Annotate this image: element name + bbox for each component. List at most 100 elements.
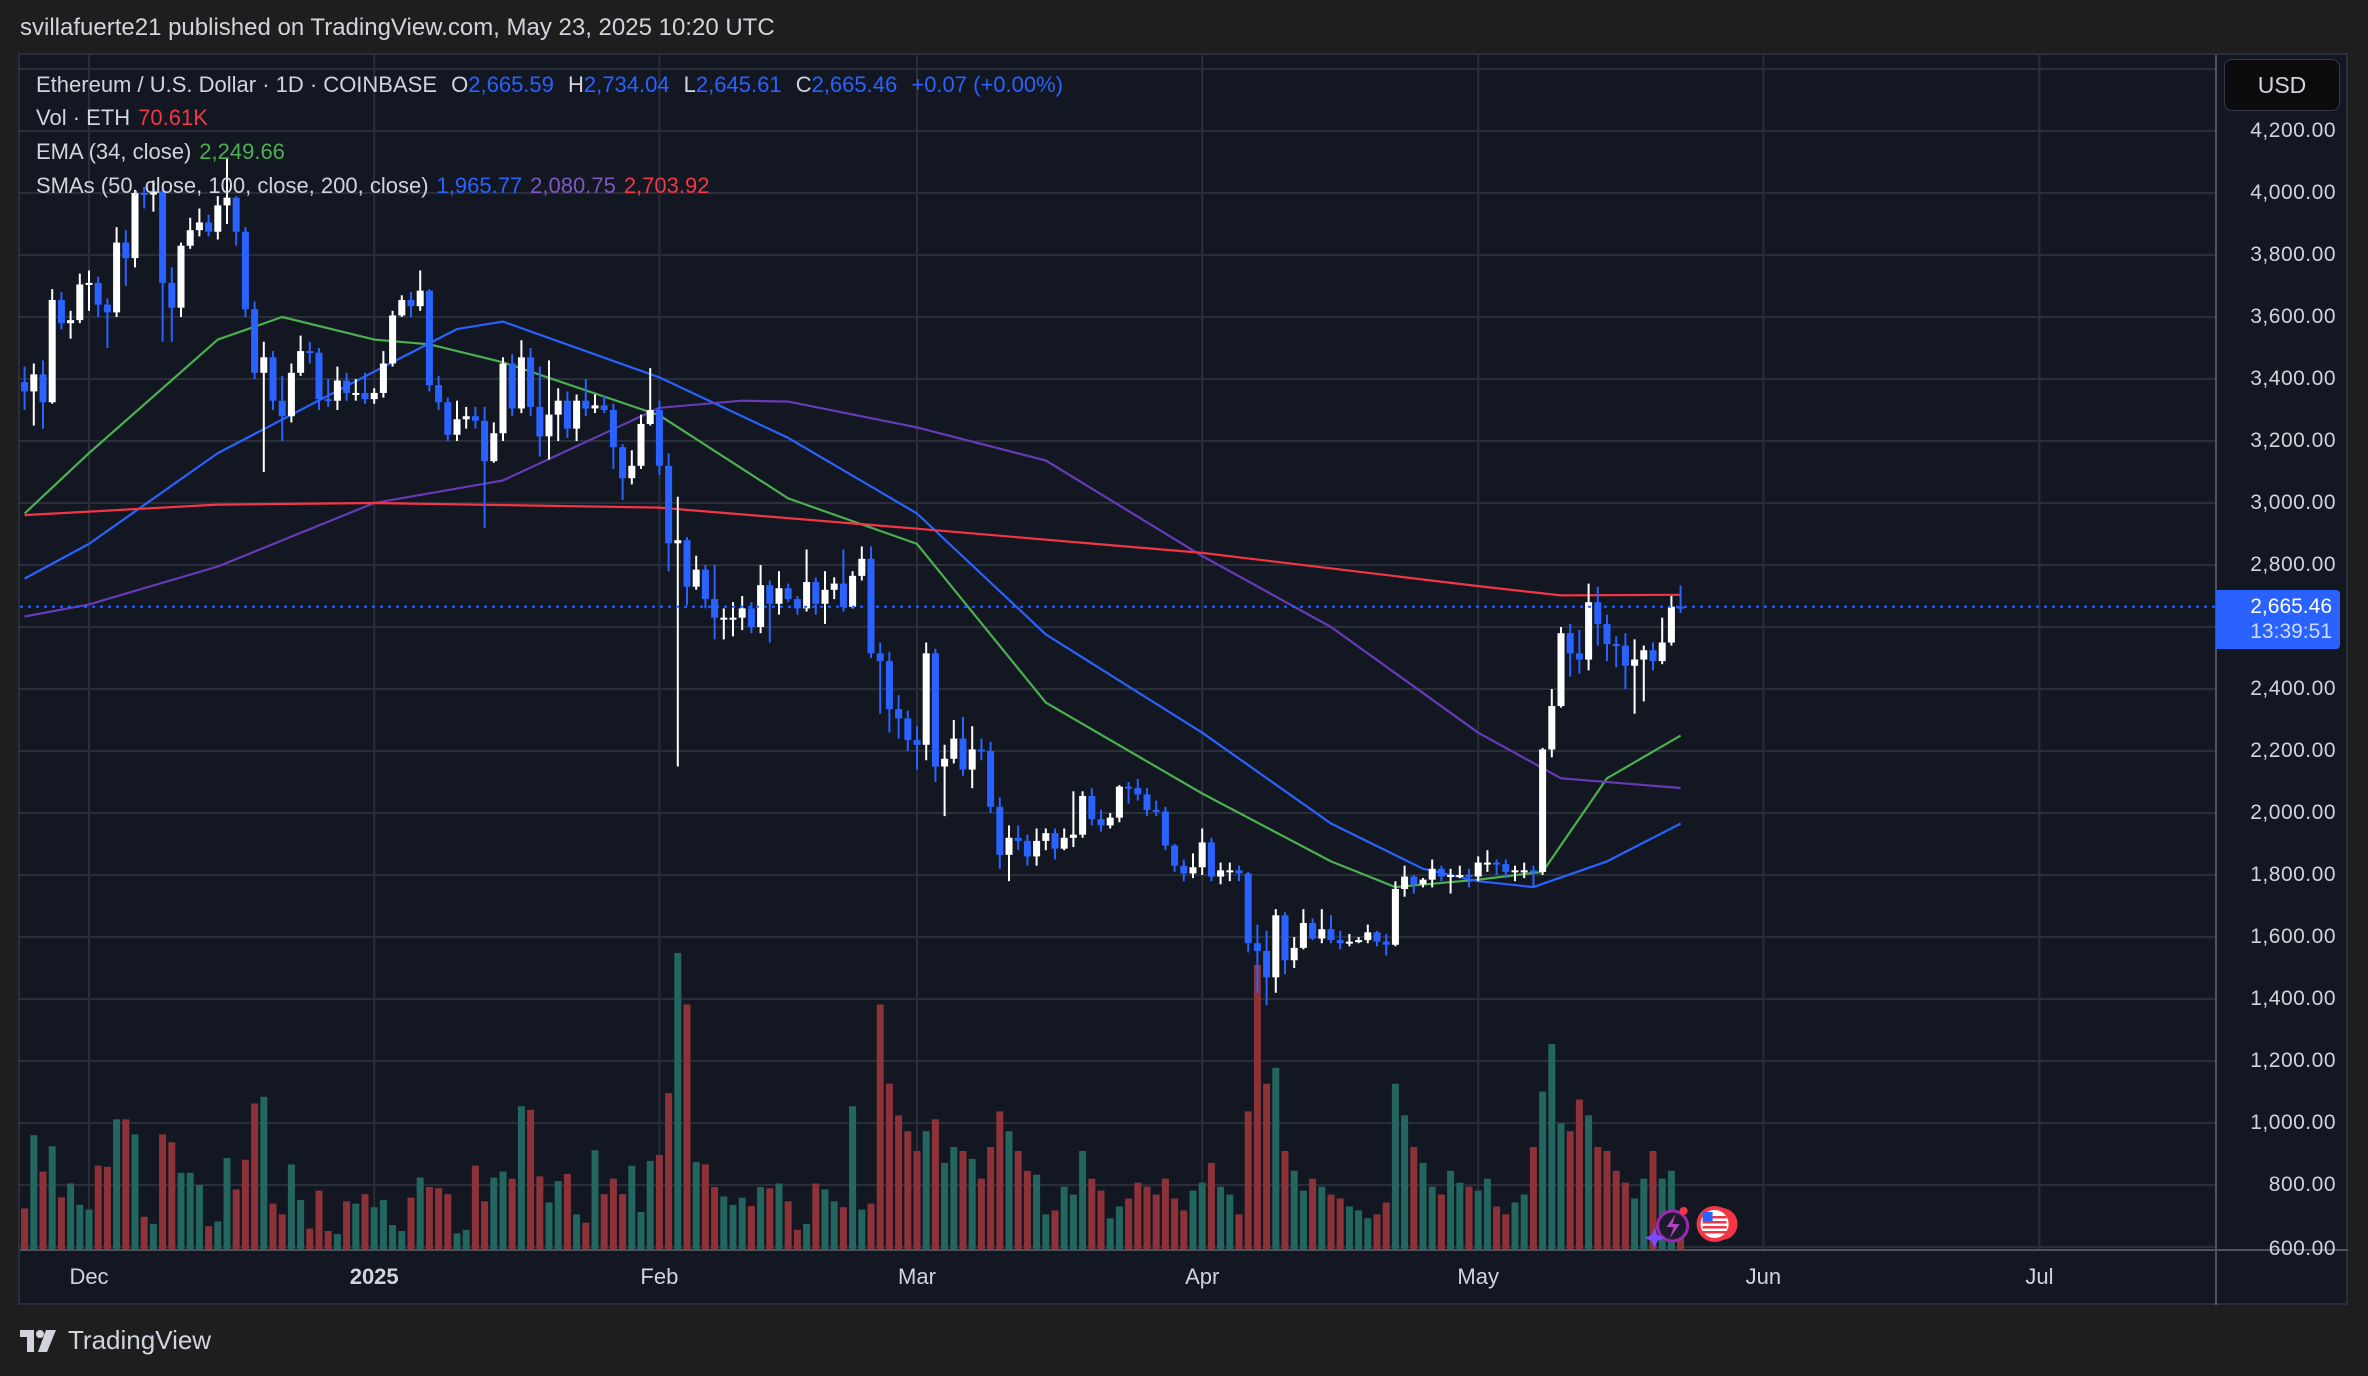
candle-body: [1226, 870, 1234, 873]
candle-body: [922, 653, 930, 745]
legend-volume-row[interactable]: Vol · ETH 70.61K: [36, 105, 216, 131]
symbol-title[interactable]: Ethereum / U.S. Dollar · 1D · COINBASE: [36, 72, 437, 97]
volume-bar: [232, 1189, 240, 1250]
candle: [1382, 933, 1390, 956]
volume-bar: [720, 1196, 728, 1250]
volume-bar: [1290, 1170, 1298, 1250]
candle-body: [1585, 602, 1593, 660]
legend-sma-row[interactable]: SMAs (50, close, 100, close, 200, close)…: [36, 173, 717, 199]
candle-body: [628, 465, 636, 479]
published-caption: svillafuerte21 published on TradingView.…: [20, 14, 775, 41]
candle: [1603, 614, 1611, 662]
candle-body: [591, 405, 599, 409]
price-tick-label: 600.00: [2268, 1237, 2336, 1255]
candle: [85, 270, 93, 311]
volume-bar: [1575, 1099, 1583, 1250]
volume-bar: [444, 1194, 452, 1250]
volume-bar: [1355, 1210, 1363, 1250]
volume-bar: [609, 1178, 617, 1250]
candle: [628, 450, 636, 485]
candle: [1410, 875, 1418, 894]
candle: [1447, 868, 1455, 894]
candle-body: [987, 751, 995, 807]
candle-body: [462, 416, 470, 420]
candle: [591, 394, 599, 414]
candle: [849, 571, 857, 609]
candle-body: [1327, 929, 1335, 941]
currency-button[interactable]: USD: [2224, 59, 2340, 111]
tradingview-logo[interactable]: TradingView: [20, 1325, 211, 1356]
volume-bar: [1272, 1067, 1280, 1250]
candle: [858, 546, 866, 581]
candle-body: [1189, 867, 1197, 874]
volume-bar: [683, 1004, 691, 1250]
candle-body: [398, 299, 406, 316]
time-tick-label: May: [1457, 1264, 1499, 1289]
candle: [113, 227, 121, 317]
legend-ema-row[interactable]: EMA (34, close) 2,249.66: [36, 139, 293, 165]
price-tick-label: 4,000.00: [2250, 181, 2336, 204]
candle-body: [195, 222, 203, 231]
candle: [1244, 871, 1252, 953]
volume-bar: [389, 1225, 397, 1250]
volume-bar: [1014, 1151, 1022, 1250]
flag-stripe: [1702, 1231, 1727, 1234]
candle: [471, 406, 479, 429]
candle-body: [407, 299, 415, 307]
flag-stripe: [1702, 1221, 1727, 1224]
candle-body: [793, 599, 801, 609]
volume-bar: [1115, 1206, 1123, 1250]
candle: [517, 340, 525, 414]
candle-body: [444, 402, 452, 435]
volume-bar: [48, 1146, 56, 1250]
volume-bar: [131, 1134, 139, 1250]
candle-body: [950, 738, 958, 759]
candle-body: [563, 400, 571, 429]
candle: [747, 602, 755, 634]
candle: [683, 537, 691, 606]
candle-body: [711, 599, 719, 618]
volume-bar: [85, 1209, 93, 1250]
candle-body: [692, 569, 700, 587]
candle: [39, 360, 47, 429]
flag-stripe: [1702, 1216, 1727, 1219]
candle: [996, 797, 1004, 869]
candle-body: [1299, 923, 1307, 948]
candle-body: [57, 299, 65, 324]
candle-body: [278, 400, 286, 417]
candle: [186, 217, 194, 249]
volume-bar: [1097, 1190, 1105, 1250]
candle-body: [361, 392, 369, 400]
candle-body: [655, 410, 663, 466]
candle-body: [306, 351, 314, 354]
volume-bar: [1520, 1194, 1528, 1250]
candle: [1612, 636, 1620, 668]
price-tick-label: 2,000.00: [2250, 801, 2336, 824]
candle: [1042, 828, 1050, 851]
volume-bar: [306, 1228, 314, 1250]
flag-stripe: [1702, 1226, 1727, 1229]
volume-bar: [821, 1189, 829, 1250]
volume-bar: [453, 1233, 461, 1250]
volume-bar: [931, 1119, 939, 1250]
chart-frame[interactable]: [18, 53, 2348, 1305]
candle: [287, 363, 295, 423]
volume-bar: [803, 1223, 811, 1250]
volume-bar: [747, 1206, 755, 1250]
candle: [177, 242, 185, 317]
volume-bar: [1336, 1198, 1344, 1250]
volume-bar: [223, 1158, 231, 1250]
candle-body: [1437, 868, 1445, 877]
volume-bar: [370, 1207, 378, 1250]
candle-body: [1097, 819, 1105, 826]
candle: [232, 196, 240, 246]
candle: [103, 298, 111, 348]
volume-bar: [1594, 1147, 1602, 1250]
candle: [1355, 937, 1363, 944]
candle: [701, 565, 709, 609]
candle-body: [205, 222, 213, 232]
candle-body: [517, 357, 525, 409]
candle-body: [1621, 645, 1629, 666]
candle-body: [609, 410, 617, 448]
